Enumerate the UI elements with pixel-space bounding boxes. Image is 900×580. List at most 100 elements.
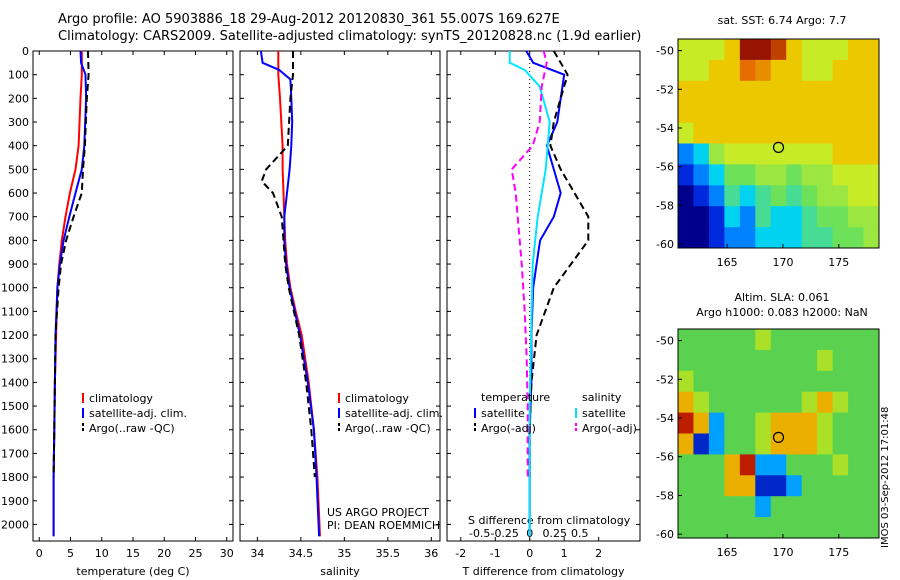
map-cell xyxy=(678,122,694,144)
map-cell xyxy=(832,329,849,351)
map-cell xyxy=(817,80,834,103)
legend-label: Argo(-adj) xyxy=(481,422,536,435)
map-cell xyxy=(863,349,880,372)
map-cell xyxy=(786,496,803,518)
map-cell xyxy=(786,454,803,476)
series-line-satellite xyxy=(508,51,551,537)
map-cell xyxy=(801,39,818,61)
map-cell xyxy=(863,517,880,539)
map-cell xyxy=(739,59,756,82)
map-cell xyxy=(770,496,787,518)
legend-label: Argo(..raw -QC) xyxy=(345,422,431,435)
map-cell xyxy=(678,80,694,103)
map-cell xyxy=(770,206,787,228)
map-cell xyxy=(708,143,725,165)
map-cell xyxy=(724,496,741,518)
x-axis-label: salinity xyxy=(320,565,360,578)
depth-tick-label: 800 xyxy=(8,234,29,247)
map-cell xyxy=(832,164,849,186)
map-cell xyxy=(739,80,756,103)
x-tick-label: 35.5 xyxy=(376,547,401,560)
map-cell xyxy=(724,59,741,82)
map-cell xyxy=(832,80,849,103)
map-lon-label: 165 xyxy=(717,546,738,559)
map-cell xyxy=(848,496,865,518)
map-cell xyxy=(817,517,834,539)
sst-map-title: sat. SST: 6.74 Argo: 7.7 xyxy=(718,14,847,27)
map-cell xyxy=(755,329,772,351)
map-cell xyxy=(708,412,725,434)
map-cell xyxy=(678,454,694,476)
map-cell xyxy=(693,349,710,372)
map-cell xyxy=(678,433,694,455)
map-cell xyxy=(863,227,880,249)
map-cell xyxy=(678,185,694,207)
map-cell xyxy=(755,412,772,434)
map-cell xyxy=(693,475,710,497)
map-cell xyxy=(755,496,772,518)
map-cell xyxy=(678,227,694,249)
map-lat-label: -58 xyxy=(656,199,674,212)
x-tick-label: 2 xyxy=(595,547,602,560)
map-lat-label: -52 xyxy=(656,83,674,96)
series-line-argo-adj- xyxy=(528,50,590,478)
legend-label: climatology xyxy=(345,392,409,405)
project-annotation: US ARGO PROJECT xyxy=(327,506,429,519)
map-cell xyxy=(724,227,741,249)
map-cell xyxy=(724,517,741,539)
map-cell xyxy=(770,227,787,249)
map-cell xyxy=(693,101,710,124)
map-cell xyxy=(724,39,741,61)
map-cell xyxy=(801,59,818,82)
map-cell xyxy=(770,164,787,186)
map-cell xyxy=(724,143,741,165)
map-cell xyxy=(693,329,710,351)
map-cell xyxy=(848,412,865,434)
map-cell xyxy=(832,496,849,518)
map-cell xyxy=(755,59,772,82)
map-cell xyxy=(863,101,880,124)
map-cell xyxy=(739,185,756,207)
map-cell xyxy=(755,227,772,249)
map-cell xyxy=(801,80,818,103)
depth-tick-label: 1900 xyxy=(1,495,29,508)
map-cell xyxy=(708,454,725,476)
map-lat-label: -50 xyxy=(656,45,674,58)
map-cell xyxy=(801,370,818,393)
map-cell xyxy=(678,329,694,351)
map-cell xyxy=(739,391,756,414)
map-cell xyxy=(863,433,880,455)
map-cell xyxy=(863,185,880,207)
map-cell xyxy=(848,391,865,414)
map-cell xyxy=(755,80,772,103)
map-cell xyxy=(848,185,865,207)
map-frame xyxy=(677,38,880,249)
map-cell xyxy=(801,206,818,228)
depth-tick-label: 400 xyxy=(8,140,29,153)
map-cell xyxy=(678,143,694,165)
s-diff-tick-label: 0.5 xyxy=(571,527,589,540)
map-cell xyxy=(755,391,772,414)
map-cell xyxy=(724,349,741,372)
legend-label: satellite xyxy=(481,407,525,420)
map-cell xyxy=(770,59,787,82)
sla-map-subtitle: Argo h1000: 0.083 h2000: NaN xyxy=(696,306,868,319)
map-cell xyxy=(693,496,710,518)
map-cell xyxy=(801,101,818,124)
map-cell xyxy=(708,517,725,539)
map-cell xyxy=(786,122,803,144)
map-cell xyxy=(801,391,818,414)
map-cell xyxy=(708,206,725,228)
map-cell xyxy=(708,185,725,207)
map-lat-label: -60 xyxy=(656,238,674,251)
map-cell xyxy=(770,122,787,144)
map-cell xyxy=(786,101,803,124)
legend-label: satellite xyxy=(582,407,626,420)
map-cell xyxy=(848,227,865,249)
map-cell xyxy=(708,475,725,497)
map-cell xyxy=(708,59,725,82)
map-cell xyxy=(739,412,756,434)
map-cell xyxy=(801,185,818,207)
x-tick-label: -1 xyxy=(490,547,501,560)
map-cell xyxy=(817,329,834,351)
